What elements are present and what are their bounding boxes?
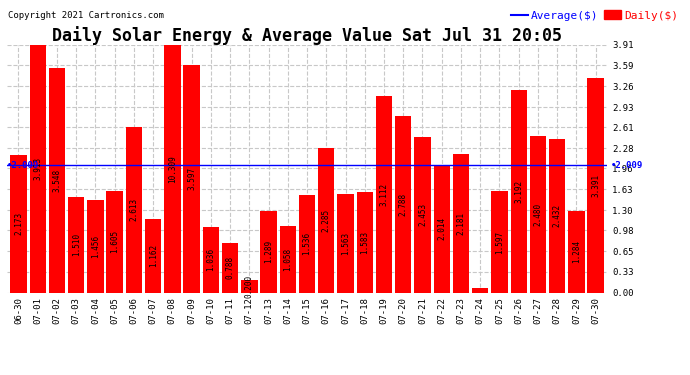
Bar <box>260 211 277 292</box>
Bar <box>587 78 604 292</box>
Bar <box>126 127 142 292</box>
Bar <box>222 243 238 292</box>
Bar <box>106 191 123 292</box>
Bar <box>299 195 315 292</box>
Text: 3.192: 3.192 <box>514 180 523 203</box>
Bar <box>49 68 65 292</box>
Bar <box>164 45 181 292</box>
Text: 1.456: 1.456 <box>91 235 100 258</box>
Text: 3.391: 3.391 <box>591 174 600 197</box>
Text: 2.613: 2.613 <box>130 198 139 221</box>
Text: 1.510: 1.510 <box>72 233 81 256</box>
Text: 3.112: 3.112 <box>380 183 388 206</box>
Text: •2.009: •2.009 <box>7 161 39 170</box>
Bar <box>569 211 584 292</box>
Bar <box>511 90 527 292</box>
Text: 0.200: 0.200 <box>245 274 254 298</box>
Bar <box>318 148 335 292</box>
Text: 1.605: 1.605 <box>110 230 119 253</box>
Bar <box>453 154 469 292</box>
Legend: Average($), Daily($): Average($), Daily($) <box>506 6 682 25</box>
Bar <box>357 192 373 292</box>
Text: 3.548: 3.548 <box>52 169 61 192</box>
Text: 1.036: 1.036 <box>206 248 215 271</box>
Bar <box>549 138 565 292</box>
Text: 1.162: 1.162 <box>148 244 157 267</box>
Text: 2.480: 2.480 <box>533 202 542 226</box>
Bar <box>433 165 450 292</box>
Text: 2.181: 2.181 <box>457 212 466 235</box>
Bar <box>472 288 489 292</box>
Text: 1.536: 1.536 <box>302 232 312 255</box>
Bar <box>68 197 84 292</box>
Bar <box>395 116 411 292</box>
Text: Copyright 2021 Cartronics.com: Copyright 2021 Cartronics.com <box>8 11 164 20</box>
Text: 2.432: 2.432 <box>553 204 562 227</box>
Bar <box>279 225 296 292</box>
Text: 2.788: 2.788 <box>399 193 408 216</box>
Bar <box>337 194 354 292</box>
Bar <box>87 200 104 292</box>
Text: 0.788: 0.788 <box>226 256 235 279</box>
Bar <box>203 227 219 292</box>
Text: •2.009: •2.009 <box>611 161 644 170</box>
Text: 1.058: 1.058 <box>284 248 293 271</box>
Text: 1.284: 1.284 <box>572 240 581 263</box>
Bar <box>491 191 508 292</box>
Text: 2.014: 2.014 <box>437 217 446 240</box>
Text: 2.285: 2.285 <box>322 209 331 232</box>
Title: Daily Solar Energy & Average Value Sat Jul 31 20:05: Daily Solar Energy & Average Value Sat J… <box>52 26 562 45</box>
Text: 10.309: 10.309 <box>168 155 177 183</box>
Text: 1.583: 1.583 <box>360 231 369 254</box>
Bar <box>145 219 161 292</box>
Text: 1.289: 1.289 <box>264 240 273 263</box>
Bar <box>10 155 27 292</box>
Text: 2.453: 2.453 <box>418 203 427 226</box>
Bar <box>184 65 200 292</box>
Bar <box>530 135 546 292</box>
Text: 3.913: 3.913 <box>33 157 42 180</box>
Bar <box>30 45 46 292</box>
Text: 1.563: 1.563 <box>341 231 350 255</box>
Text: 2.173: 2.173 <box>14 212 23 235</box>
Text: 3.597: 3.597 <box>187 167 196 190</box>
Text: 1.597: 1.597 <box>495 230 504 254</box>
Bar <box>376 96 392 292</box>
Bar <box>241 280 257 292</box>
Bar <box>414 137 431 292</box>
